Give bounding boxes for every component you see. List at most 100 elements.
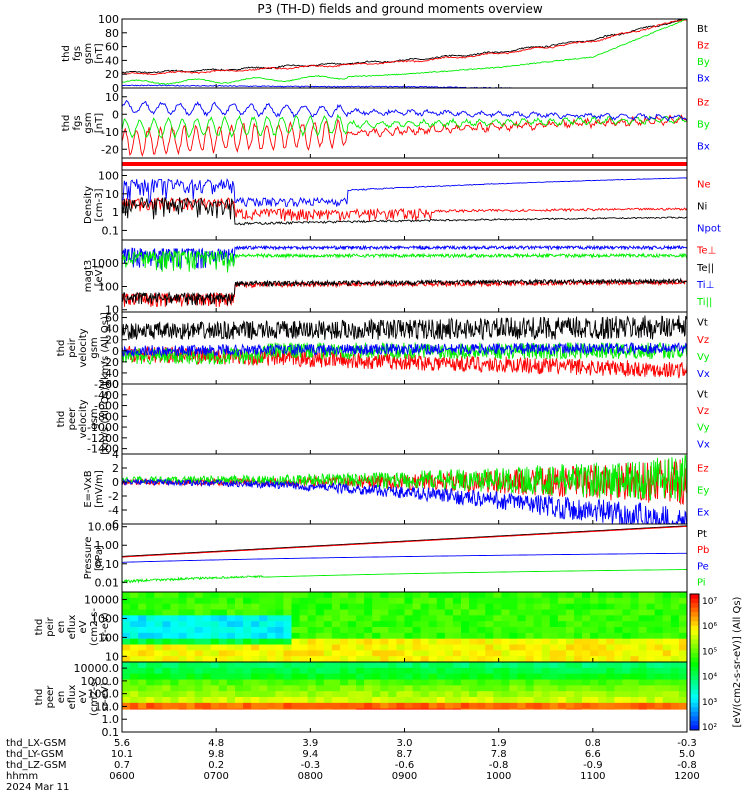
spectrogram-cell: [291, 615, 301, 622]
footer-tick-ly: 9.8: [208, 749, 224, 760]
spectrogram-cell: [283, 621, 292, 628]
spectrogram-cell: [436, 615, 446, 622]
spectrogram-cell: [226, 621, 236, 628]
spectrogram-cell: [130, 685, 139, 692]
y-axis-label: [cm-3]: [94, 188, 105, 221]
spectrogram-cell: [235, 638, 244, 645]
spectrogram-cell: [323, 615, 333, 622]
spectrogram-cell: [307, 650, 317, 657]
spectrogram-cell: [614, 679, 623, 686]
spectrogram-cell: [226, 685, 236, 692]
spectrogram-cell: [267, 656, 276, 663]
spectrogram-cell: [485, 656, 494, 663]
spectrogram-cell: [178, 673, 188, 680]
spectrogram-cell: [670, 644, 680, 651]
spectrogram-cell: [154, 662, 163, 669]
y-tick-label: -60: [101, 378, 119, 391]
y-tick-label: 10: [105, 650, 119, 663]
spectrogram-cell: [428, 679, 438, 686]
spectrogram-cell: [533, 691, 543, 698]
y-tick-label: 4: [112, 448, 119, 461]
colorbar-cell: [690, 720, 699, 726]
spectrogram-cell: [210, 656, 220, 663]
spectrogram-cell: [598, 673, 607, 680]
spectrogram-cell: [348, 685, 357, 692]
spectrogram-cell: [146, 656, 155, 663]
y-tick-label: 0.10: [95, 558, 120, 571]
spectrogram-cell: [420, 632, 430, 640]
footer-tick-ly: 7.8: [491, 749, 507, 760]
spectrogram-cell: [186, 685, 196, 692]
spectrogram-cell: [582, 679, 591, 686]
quality-flag-bar: [122, 162, 687, 166]
spectrogram-cell: [283, 685, 292, 692]
spectrogram-cell: [541, 609, 551, 616]
spectrogram-cell: [162, 615, 171, 622]
spectrogram-cell: [307, 702, 317, 710]
y-tick-label: 0: [112, 108, 119, 121]
spectrogram-cell: [251, 667, 260, 675]
spectrogram-cell: [614, 667, 623, 675]
spectrogram-cell: [565, 673, 575, 680]
spectrogram-cell: [598, 632, 607, 640]
spectrogram-cell: [428, 697, 438, 704]
spectrogram-cell: [202, 627, 212, 634]
y-tick-label: -600: [94, 400, 119, 413]
colorbar-cell: [690, 607, 699, 613]
spectrogram-cell: [501, 615, 510, 622]
spectrogram-cell: [291, 691, 301, 698]
spectrogram-cell: [178, 638, 188, 645]
spectrogram-cell: [186, 621, 196, 628]
spectrogram-cell: [541, 638, 551, 645]
spectrogram-cell: [477, 691, 486, 698]
spectrogram-cell: [574, 667, 583, 675]
spectrogram-cell: [154, 673, 163, 680]
legend-Pt: Pt: [697, 529, 707, 540]
spectrogram-cell: [461, 615, 470, 622]
spectrogram-cell: [598, 597, 607, 605]
spectrogram-cell: [404, 650, 414, 657]
footer-tick-hhmm: 0900: [392, 771, 417, 782]
spectrogram-cell: [218, 679, 228, 686]
spectrogram-cell: [154, 621, 163, 628]
spectrogram-cell: [574, 615, 583, 622]
legend-Bt: Bt: [697, 24, 708, 35]
spectrogram-cell: [194, 702, 204, 710]
spectrogram-cell: [380, 662, 389, 669]
footer-row-label: thd_LX-GSM: [6, 738, 66, 749]
spectrogram-cell: [202, 592, 212, 599]
spectrogram-cell: [323, 679, 333, 686]
spectrogram-cell: [678, 702, 688, 710]
spectrogram-cell: [412, 685, 422, 692]
spectrogram-cell: [622, 632, 631, 640]
spectrogram-cell: [557, 685, 567, 692]
spectrogram-cell: [267, 621, 276, 628]
spectrogram-cell: [194, 632, 204, 640]
spectrogram-cell: [452, 697, 462, 704]
spectrogram-cell: [331, 702, 341, 710]
spectrogram-cell: [678, 627, 688, 634]
spectrogram-cell: [533, 615, 543, 622]
spectrogram-cell: [331, 632, 341, 640]
colorbar-cell: [690, 594, 699, 600]
spectrogram-cell: [226, 603, 236, 610]
spectrogram-cell: [444, 662, 454, 669]
spectrogram-cell: [630, 667, 640, 675]
y-tick-label: -1200: [87, 432, 119, 445]
spectrogram-cell: [186, 697, 196, 704]
spectrogram-cell: [428, 650, 438, 657]
spectrogram-cell: [428, 621, 438, 628]
spectrogram-cell: [638, 650, 648, 657]
spectrogram-cell: [299, 667, 309, 675]
spectrogram-cell: [444, 644, 454, 651]
spectrogram-cell: [525, 673, 535, 680]
spectrogram-cell: [654, 615, 664, 622]
spectrogram-cell: [622, 603, 631, 610]
spectrogram-cell: [130, 650, 139, 657]
y-tick-label: -800: [94, 410, 119, 423]
spectrogram-cell: [622, 662, 631, 669]
spectrogram-cell: [348, 615, 357, 622]
spectrogram-cell: [549, 609, 559, 616]
spectrogram-cell: [469, 644, 478, 651]
